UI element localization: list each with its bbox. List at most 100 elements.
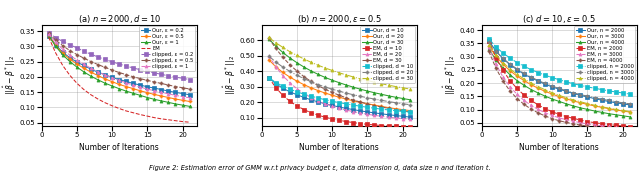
clipped, ε = 0.2: [115, 63, 123, 65]
Our, d = 10: [307, 99, 315, 101]
EM, n = 3000: [534, 108, 542, 110]
EM, d = 20: [371, 114, 378, 116]
Our, ε = 0.2: [179, 93, 186, 95]
clipped, d = 30: [392, 85, 399, 88]
EM: [186, 121, 193, 123]
clipped, ε = 0.2: [101, 58, 109, 60]
Our, ε = 0.2: [172, 91, 179, 93]
clipped, n = 4000: [548, 92, 556, 94]
clipped, ε = 0.2: [45, 31, 52, 34]
Our, ε = 0.5: [108, 81, 116, 83]
Our, ε = 1: [52, 45, 60, 47]
EM, d = 30: [265, 37, 273, 39]
clipped, n = 3000: [520, 72, 528, 74]
clipped, n = 2000: [591, 87, 598, 89]
Our, d = 30: [342, 84, 350, 86]
Our, ε = 0.5: [115, 83, 123, 85]
clipped, d = 20: [392, 102, 399, 104]
clipped, d = 10: [279, 85, 287, 87]
clipped, n = 3000: [548, 85, 556, 87]
clipped, n = 4000: [534, 86, 542, 88]
clipped, d = 10: [272, 82, 280, 84]
Our, n = 4000: [520, 84, 528, 86]
clipped, n = 4000: [612, 108, 620, 110]
EM, n = 4000: [598, 127, 605, 129]
Our, ε = 0.2: [94, 71, 102, 73]
EM, d = 10: [286, 100, 294, 102]
Text: Figure 2: Estimation error of GMM w.r.t privacy budget ε, data dimension d, data: Figure 2: Estimation error of GMM w.r.t …: [149, 165, 491, 171]
clipped, n = 4000: [598, 106, 605, 108]
EM, n = 4000: [584, 125, 591, 127]
Line: EM, d = 20: EM, d = 20: [268, 54, 411, 121]
clipped, ε = 1: [129, 84, 137, 86]
clipped, n = 2000: [577, 84, 584, 86]
clipped, ε = 1: [186, 97, 193, 99]
EM, n = 2000: [485, 40, 493, 42]
clipped, ε = 0.5: [52, 39, 60, 41]
clipped, n = 2000: [584, 86, 591, 88]
clipped, n = 3000: [591, 97, 598, 99]
clipped, n = 3000: [570, 92, 577, 94]
clipped, d = 30: [265, 36, 273, 38]
Our, n = 4000: [584, 108, 591, 110]
Our, d = 10: [385, 114, 392, 116]
clipped, ε = 0.5: [129, 76, 137, 78]
clipped, ε = 1: [73, 59, 81, 61]
Our, d = 30: [272, 45, 280, 47]
EM, d = 30: [371, 105, 378, 107]
clipped, ε = 1: [101, 74, 109, 76]
Our, d = 10: [356, 110, 364, 112]
clipped, ε = 1: [87, 67, 95, 69]
Our, ε = 1: [87, 75, 95, 77]
Our, ε = 1: [157, 100, 165, 102]
EM, n = 4000: [506, 90, 514, 92]
EM, d = 10: [265, 77, 273, 79]
Our, d = 10: [335, 106, 343, 108]
Our, n = 2000: [485, 40, 493, 42]
clipped, d = 30: [293, 54, 301, 56]
EM, n = 4000: [534, 112, 542, 114]
Line: clipped, n = 4000: clipped, n = 4000: [487, 43, 631, 113]
clipped, d = 30: [335, 72, 343, 74]
Our, d = 20: [272, 66, 280, 68]
Our, d = 30: [335, 82, 343, 84]
clipped, d = 30: [385, 84, 392, 86]
EM, d = 30: [307, 80, 315, 82]
Our, ε = 0.2: [101, 74, 109, 76]
EM, d = 20: [279, 74, 287, 77]
Our, ε = 0.2: [122, 80, 130, 82]
EM, d = 20: [364, 113, 371, 115]
clipped, ε = 0.5: [179, 87, 186, 89]
Our, n = 3000: [548, 93, 556, 95]
clipped, n = 3000: [563, 90, 570, 92]
EM, n = 2000: [556, 113, 563, 115]
Our, n = 3000: [577, 102, 584, 104]
Line: Our, d = 30: Our, d = 30: [268, 37, 411, 101]
clipped, ε = 0.2: [108, 61, 116, 63]
clipped, ε = 1: [136, 86, 144, 88]
EM: [172, 120, 179, 122]
Our, ε = 1: [115, 88, 123, 90]
clipped, d = 10: [371, 107, 378, 109]
Our, d = 30: [265, 38, 273, 40]
clipped, d = 20: [265, 55, 273, 57]
Our, d = 20: [335, 96, 343, 98]
Our, d = 20: [399, 109, 406, 111]
Our, ε = 0.5: [59, 52, 67, 54]
clipped, n = 2000: [570, 83, 577, 85]
clipped, d = 10: [265, 77, 273, 79]
EM, n = 2000: [520, 94, 528, 96]
clipped, ε = 0.2: [122, 65, 130, 67]
clipped, ε = 1: [150, 90, 158, 92]
EM, d = 20: [392, 117, 399, 119]
Line: clipped, ε = 0.2: clipped, ε = 0.2: [47, 31, 191, 81]
Our, d = 30: [307, 70, 315, 72]
clipped, ε = 0.2: [66, 44, 74, 46]
EM, n = 3000: [527, 104, 535, 106]
clipped, d = 30: [349, 76, 357, 78]
EM, n = 3000: [513, 93, 521, 95]
Our, d = 10: [314, 101, 322, 103]
Our, ε = 0.2: [87, 68, 95, 70]
clipped, d = 30: [279, 46, 287, 48]
clipped, n = 2000: [556, 79, 563, 81]
